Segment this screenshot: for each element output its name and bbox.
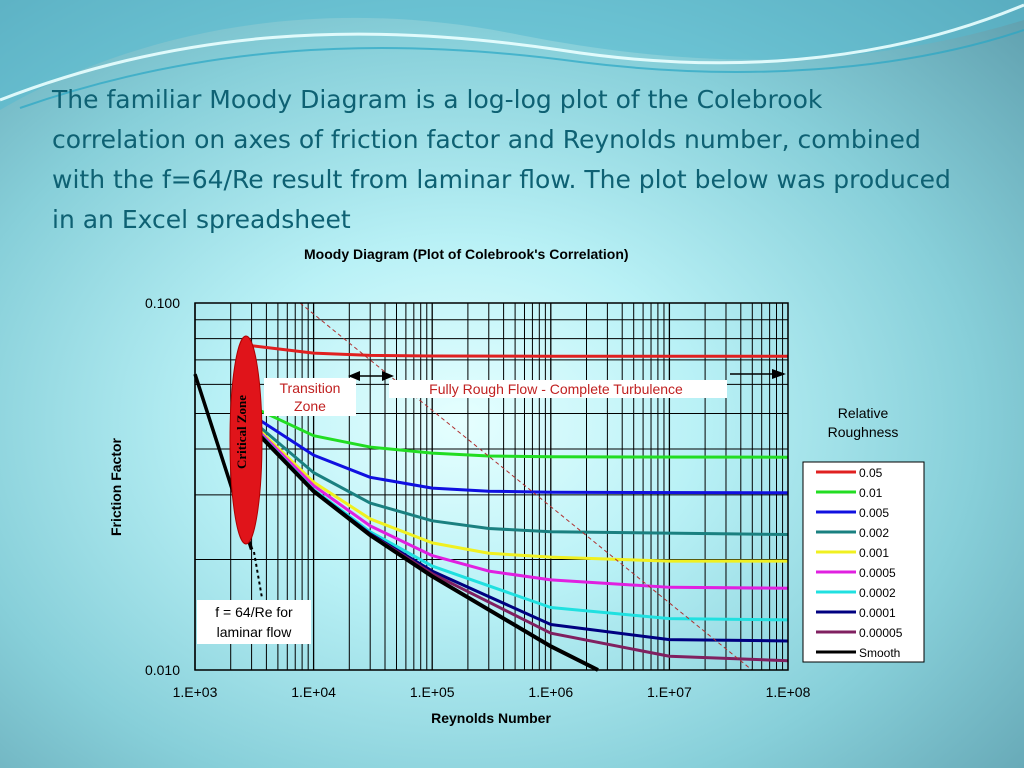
critical-zone-ellipse bbox=[229, 335, 263, 545]
series-layer bbox=[193, 343, 789, 672]
legend-label: 0.05 bbox=[859, 466, 883, 480]
series-line-0.002 bbox=[258, 425, 789, 536]
legend-label: 0.002 bbox=[859, 526, 889, 540]
x-tick-label: 1.E+03 bbox=[173, 684, 218, 700]
x-tick-label: 1.E+06 bbox=[528, 684, 573, 700]
legend-title-line: Roughness bbox=[828, 424, 899, 440]
x-tick-label: 1.E+04 bbox=[291, 684, 336, 700]
wave-band bbox=[0, 0, 1024, 110]
legend-label: Smooth bbox=[859, 646, 900, 660]
axes: 1.E+03 1.E+04 1.E+05 1.E+06 1.E+07 1.E+08 0.10… bbox=[145, 295, 811, 700]
x-axis-label: Reynolds Number bbox=[431, 710, 551, 726]
series-line-0.0002 bbox=[258, 432, 789, 622]
plot-frame bbox=[194, 302, 789, 671]
legend-title-line: Relative bbox=[838, 405, 889, 421]
legend-label: 0.0005 bbox=[859, 566, 896, 580]
legend-label: 0.01 bbox=[859, 486, 883, 500]
fully-rough-label: Fully Rough Flow - Complete Turbulence bbox=[429, 381, 683, 397]
x-tick-label: 1.E+08 bbox=[766, 684, 811, 700]
annotations: Critical Zone Transition Zone Fully Roug… bbox=[197, 335, 786, 644]
fully-rough-label-box bbox=[389, 380, 727, 398]
chart-title: Moody Diagram (Plot of Colebrook's Corre… bbox=[304, 246, 629, 262]
legend-label: 0.001 bbox=[859, 546, 889, 560]
slide-body-text: The familiar Moody Diagram is a log-log … bbox=[52, 85, 951, 234]
x-tick-label: 1.E+05 bbox=[410, 684, 455, 700]
series-line-0.001 bbox=[258, 429, 788, 563]
wave-decoration bbox=[0, 0, 1024, 110]
y-tick-label: 0.010 bbox=[145, 662, 180, 678]
y-tick-label: 0.100 bbox=[145, 295, 180, 311]
y-axis-label: Friction Factor bbox=[108, 437, 124, 536]
legend-label: 0.0001 bbox=[859, 606, 896, 620]
transition-arrow-head bbox=[382, 371, 394, 381]
series-line-0.05 bbox=[242, 343, 788, 358]
series-line-0.00005 bbox=[258, 433, 789, 663]
fully-rough-arrow-head bbox=[772, 369, 786, 379]
legend: 0.05 0.01 0.005 0.002 0.001 0.0005 0.0002 0.000… bbox=[816, 466, 903, 660]
laminar-label-line: f = 64/Re for bbox=[215, 604, 293, 620]
legend-label: 0.005 bbox=[859, 506, 889, 520]
transition-label-line: Transition bbox=[280, 380, 341, 396]
transition-label-box bbox=[264, 378, 356, 416]
legend-label: 0.00005 bbox=[859, 626, 903, 640]
series-line-0.0005 bbox=[258, 430, 789, 590]
series-line-Smooth bbox=[258, 433, 599, 672]
laminar-pointer-line bbox=[253, 551, 263, 599]
wave-line bbox=[0, 3, 1024, 102]
fully-rough-boundary-line bbox=[299, 302, 753, 671]
transition-arrow-head bbox=[348, 371, 360, 381]
x-tick-label: 1.E+07 bbox=[647, 684, 692, 700]
wave-line bbox=[19, 29, 1024, 109]
transition-label-line: Zone bbox=[294, 398, 326, 414]
laminar-label-line: laminar flow bbox=[217, 624, 293, 640]
legend-box bbox=[802, 461, 925, 663]
laminar-label-box bbox=[197, 600, 311, 644]
critical-zone-label: Critical Zone bbox=[234, 395, 249, 469]
series-line-0.005 bbox=[258, 418, 789, 495]
series-line-0.01 bbox=[258, 408, 789, 459]
legend-label: 0.0002 bbox=[859, 586, 896, 600]
